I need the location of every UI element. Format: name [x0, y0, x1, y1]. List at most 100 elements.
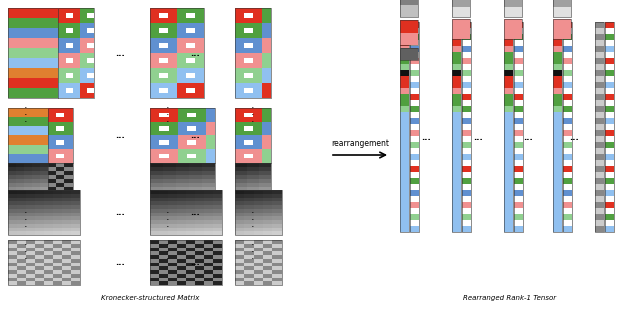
Text: ·: ·: [251, 110, 255, 120]
Bar: [8, 163, 47, 203]
Bar: [253, 93, 262, 98]
Bar: [235, 198, 244, 201]
Bar: [452, 88, 461, 94]
Bar: [513, 32, 518, 36]
Bar: [235, 131, 244, 135]
Bar: [73, 33, 80, 38]
Bar: [273, 190, 282, 194]
Bar: [235, 83, 244, 88]
Bar: [159, 43, 168, 48]
Bar: [605, 226, 614, 232]
Bar: [8, 78, 18, 83]
Bar: [58, 93, 65, 98]
Bar: [213, 240, 222, 244]
Bar: [244, 73, 253, 78]
Bar: [168, 198, 177, 201]
Bar: [159, 244, 168, 248]
Bar: [56, 131, 65, 135]
Bar: [71, 281, 80, 285]
Bar: [28, 83, 38, 88]
Bar: [159, 158, 168, 163]
Bar: [452, 154, 461, 160]
Bar: [509, 29, 513, 32]
Bar: [409, 37, 413, 41]
Bar: [235, 63, 244, 68]
Bar: [71, 251, 80, 255]
Bar: [177, 262, 186, 266]
Bar: [504, 82, 513, 88]
Bar: [40, 179, 47, 183]
Bar: [514, 118, 523, 124]
Bar: [8, 262, 17, 266]
Bar: [8, 224, 17, 227]
Bar: [595, 148, 604, 154]
Bar: [177, 83, 186, 88]
Bar: [73, 78, 80, 83]
Bar: [16, 140, 24, 145]
Bar: [244, 28, 253, 33]
Bar: [186, 68, 195, 73]
Bar: [176, 167, 189, 171]
Bar: [47, 183, 56, 187]
Bar: [150, 154, 159, 158]
Bar: [168, 28, 177, 33]
Bar: [262, 140, 271, 145]
Bar: [49, 18, 58, 23]
Bar: [244, 209, 253, 212]
Bar: [196, 113, 205, 117]
Bar: [553, 184, 562, 190]
Bar: [504, 172, 513, 178]
Bar: [504, 226, 513, 232]
Bar: [87, 83, 95, 88]
Bar: [8, 194, 17, 198]
Bar: [40, 175, 47, 179]
Bar: [186, 194, 195, 198]
Bar: [452, 46, 461, 52]
Bar: [44, 262, 53, 266]
Bar: [204, 227, 213, 231]
Bar: [235, 163, 271, 203]
Bar: [8, 248, 17, 251]
Bar: [8, 209, 17, 212]
Bar: [514, 106, 523, 112]
Bar: [189, 175, 202, 179]
Bar: [56, 145, 65, 149]
Bar: [17, 205, 26, 209]
Bar: [40, 149, 47, 154]
Bar: [24, 171, 32, 175]
Bar: [32, 183, 40, 187]
Bar: [150, 171, 163, 175]
Text: ·: ·: [24, 110, 28, 120]
Bar: [259, 187, 271, 191]
Bar: [150, 199, 163, 203]
Bar: [195, 205, 204, 209]
Bar: [8, 187, 16, 191]
Bar: [504, 58, 513, 64]
Bar: [16, 149, 24, 154]
Bar: [40, 163, 47, 167]
Bar: [595, 94, 604, 100]
Bar: [187, 122, 196, 126]
Bar: [514, 166, 523, 172]
Bar: [504, 202, 513, 208]
Bar: [40, 158, 47, 163]
Bar: [189, 179, 202, 183]
Bar: [456, 22, 461, 26]
Bar: [150, 63, 159, 68]
Bar: [605, 118, 614, 124]
Bar: [65, 58, 73, 63]
Bar: [244, 205, 253, 209]
Bar: [514, 64, 523, 70]
Bar: [65, 43, 73, 48]
Bar: [168, 88, 177, 93]
Bar: [150, 53, 159, 58]
Bar: [263, 262, 273, 266]
Bar: [16, 145, 24, 149]
Bar: [26, 251, 35, 255]
Bar: [49, 88, 58, 93]
Bar: [32, 187, 40, 191]
Bar: [26, 274, 35, 278]
Bar: [253, 145, 262, 149]
Bar: [504, 0, 522, 17]
Bar: [26, 281, 35, 285]
